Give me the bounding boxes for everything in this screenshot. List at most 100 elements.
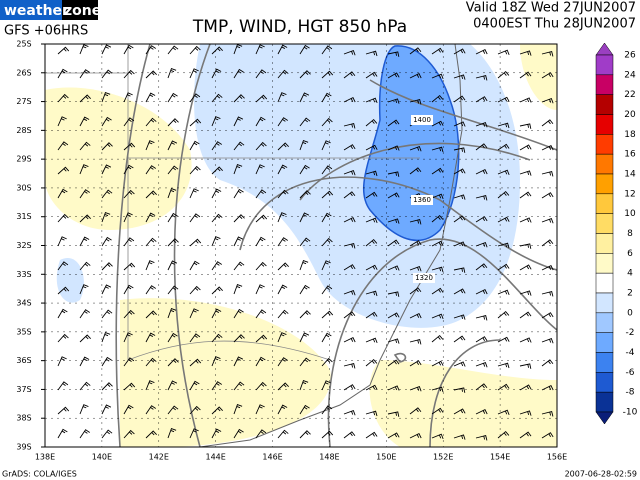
wind-barb bbox=[101, 164, 112, 175]
logo-left-box bbox=[0, 0, 62, 20]
wind-barb bbox=[431, 193, 444, 200]
wind-barb bbox=[475, 362, 488, 368]
wind-barb bbox=[343, 384, 356, 391]
wind-barb bbox=[541, 239, 554, 247]
wind-barb bbox=[541, 385, 554, 391]
lat-label: 36S bbox=[16, 356, 31, 365]
wind-barb bbox=[277, 44, 288, 55]
wind-barb bbox=[299, 140, 309, 151]
wind-barb bbox=[255, 429, 267, 439]
wind-barb bbox=[57, 406, 70, 415]
wind-barb bbox=[343, 264, 356, 271]
wind-barb bbox=[79, 141, 91, 151]
wind-barb bbox=[277, 382, 289, 391]
wind-barb bbox=[453, 361, 466, 367]
wind-barb bbox=[453, 95, 466, 103]
wind-barb bbox=[387, 51, 400, 57]
wind-barb bbox=[453, 194, 466, 200]
wind-barb bbox=[57, 308, 68, 319]
wind-barb bbox=[387, 385, 400, 391]
wind-barb bbox=[343, 431, 356, 439]
lat-label: 38S bbox=[16, 414, 31, 423]
wind-barb bbox=[387, 145, 400, 151]
wind-barb bbox=[233, 141, 245, 151]
wind-barb bbox=[497, 430, 510, 439]
wind-barb bbox=[475, 315, 488, 321]
wind-barb bbox=[167, 238, 179, 247]
wind-barb bbox=[57, 381, 69, 391]
wind-barb bbox=[167, 92, 178, 103]
wind-barb bbox=[123, 284, 134, 295]
wind-barb bbox=[277, 164, 288, 175]
wind-barb bbox=[57, 236, 67, 247]
wind-barb bbox=[387, 72, 400, 79]
wind-barb bbox=[387, 192, 400, 199]
wind-barb bbox=[321, 140, 331, 151]
wind-barb bbox=[409, 339, 422, 345]
wind-barb bbox=[189, 428, 199, 439]
wind-barb bbox=[299, 237, 311, 247]
wind-barb bbox=[541, 291, 554, 297]
wind-barb bbox=[409, 167, 422, 175]
wind-barb bbox=[79, 94, 91, 103]
wind-barb bbox=[475, 409, 488, 415]
colorbar-label: -2 bbox=[626, 328, 635, 338]
wind-barb bbox=[167, 212, 178, 223]
wind-barb bbox=[541, 432, 554, 439]
colorbar-label: 8 bbox=[627, 229, 633, 239]
wind-barb bbox=[255, 309, 267, 319]
wind-barb bbox=[101, 142, 113, 151]
wind-barb bbox=[497, 310, 510, 319]
warm-area bbox=[369, 360, 557, 447]
footer-left: GrADS: COLA/IGES bbox=[2, 470, 77, 479]
wind-barb bbox=[431, 386, 444, 393]
wind-barb bbox=[299, 92, 310, 103]
footer-right: 2007-06-28-02:59 bbox=[565, 470, 637, 479]
wind-barb bbox=[475, 96, 488, 103]
wind-barb bbox=[123, 69, 135, 79]
cold-area bbox=[56, 258, 84, 303]
wind-barb bbox=[365, 358, 378, 367]
wind-barb bbox=[101, 212, 111, 223]
colorbar-box bbox=[595, 272, 614, 294]
wind-barb bbox=[233, 94, 245, 103]
wind-barb bbox=[277, 357, 288, 367]
wind-barb bbox=[167, 140, 178, 151]
wind-barb bbox=[299, 212, 310, 223]
wind-barb bbox=[167, 118, 179, 127]
wind-barb bbox=[233, 284, 243, 295]
colorbar-label: -10 bbox=[623, 408, 638, 418]
wind-barb bbox=[431, 94, 444, 103]
wind-barb bbox=[453, 408, 466, 415]
wind-barb bbox=[475, 242, 488, 248]
wind-barb bbox=[255, 214, 268, 223]
wind-barb bbox=[233, 334, 245, 343]
wind-barb bbox=[233, 44, 243, 55]
wind-barb bbox=[409, 73, 422, 79]
wind-barb bbox=[431, 334, 444, 343]
wind-barb bbox=[211, 68, 222, 79]
wind-barb bbox=[453, 215, 466, 223]
wind-barb bbox=[211, 381, 222, 391]
wind-barb bbox=[233, 381, 245, 391]
colorbar-label: 4 bbox=[627, 269, 633, 279]
wind-barb bbox=[255, 284, 265, 295]
wind-barb bbox=[497, 336, 510, 343]
wind-barb bbox=[387, 239, 400, 247]
wind-barb bbox=[365, 97, 378, 104]
wind-barb bbox=[145, 140, 155, 151]
wind-barb bbox=[233, 164, 243, 175]
wind-barb bbox=[101, 262, 113, 271]
wind-barb bbox=[277, 69, 289, 79]
wind-barbs bbox=[57, 44, 554, 441]
wind-barb bbox=[277, 429, 289, 439]
wind-barb bbox=[167, 165, 179, 175]
wind-barb bbox=[57, 261, 69, 271]
wind-barb bbox=[123, 212, 133, 223]
wind-barb bbox=[57, 213, 69, 223]
wind-barb bbox=[101, 189, 113, 199]
wind-barb bbox=[277, 142, 289, 151]
wind-barb bbox=[167, 332, 178, 343]
